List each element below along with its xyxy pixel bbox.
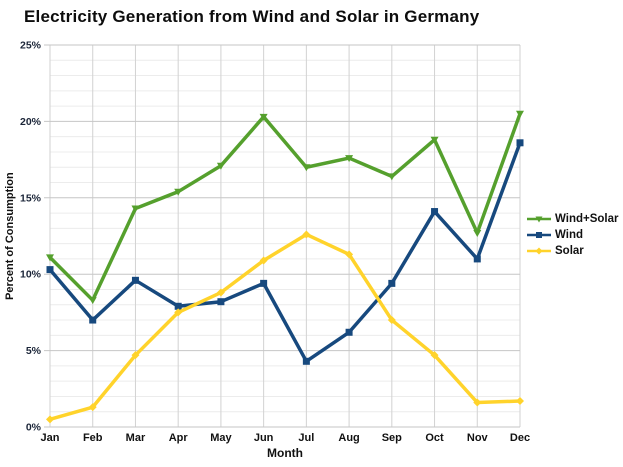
legend-label-wind-solar: Wind+Solar bbox=[555, 213, 619, 225]
y-gridlines-major bbox=[44, 44, 520, 428]
x-gridlines bbox=[49, 45, 521, 427]
legend-item-solar: Solar bbox=[527, 244, 618, 258]
x-tick-label: Oct bbox=[425, 432, 444, 444]
wind-legend-marker-icon bbox=[527, 232, 551, 238]
y-tick-label: 10% bbox=[20, 269, 42, 281]
legend-label-solar: Solar bbox=[555, 245, 584, 257]
y-tick-label: 0% bbox=[26, 422, 42, 434]
y-tick-label: 15% bbox=[20, 192, 42, 204]
y-axis-tick-labels: 0% 5% 10% 15% 20% 25% bbox=[20, 40, 42, 434]
y-tick-label: 25% bbox=[20, 40, 42, 52]
x-tick-label: Sep bbox=[382, 432, 402, 444]
x-tick-label: Feb bbox=[83, 432, 103, 444]
x-tick-label: Dec bbox=[510, 432, 530, 444]
y-tick-label: 20% bbox=[20, 116, 42, 128]
x-tick-label: May bbox=[210, 432, 232, 444]
x-tick-label: Apr bbox=[169, 432, 189, 444]
solar-legend-marker-icon bbox=[527, 247, 551, 255]
series-solar bbox=[46, 230, 524, 424]
series-wind bbox=[46, 139, 524, 365]
x-tick-label: Nov bbox=[467, 432, 489, 444]
legend-item-wind: Wind bbox=[527, 228, 618, 242]
x-axis-tick-labels: Jan Feb Mar Apr May Jun Jul Aug Sep Oct Nov Dec bbox=[41, 432, 531, 444]
series-wind-solar bbox=[46, 110, 524, 305]
x-axis-title: Month bbox=[267, 446, 303, 460]
y-tick-label: 5% bbox=[26, 345, 42, 357]
y-gridlines-minor bbox=[50, 59, 520, 413]
x-tick-label: Jun bbox=[254, 432, 274, 444]
x-tick-label: Jul bbox=[298, 432, 314, 444]
x-tick-label: Aug bbox=[338, 432, 359, 444]
wind-solar-legend-marker-icon bbox=[527, 216, 551, 223]
x-tick-label: Jan bbox=[41, 432, 60, 444]
legend-label-wind: Wind bbox=[555, 229, 583, 241]
chart-title: Electricity Generation from Wind and Sol… bbox=[24, 7, 480, 26]
legend-item-wind-solar: Wind+Solar bbox=[527, 212, 618, 226]
x-tick-label: Mar bbox=[126, 432, 146, 444]
legend: Wind+Solar Wind Solar bbox=[527, 212, 618, 258]
